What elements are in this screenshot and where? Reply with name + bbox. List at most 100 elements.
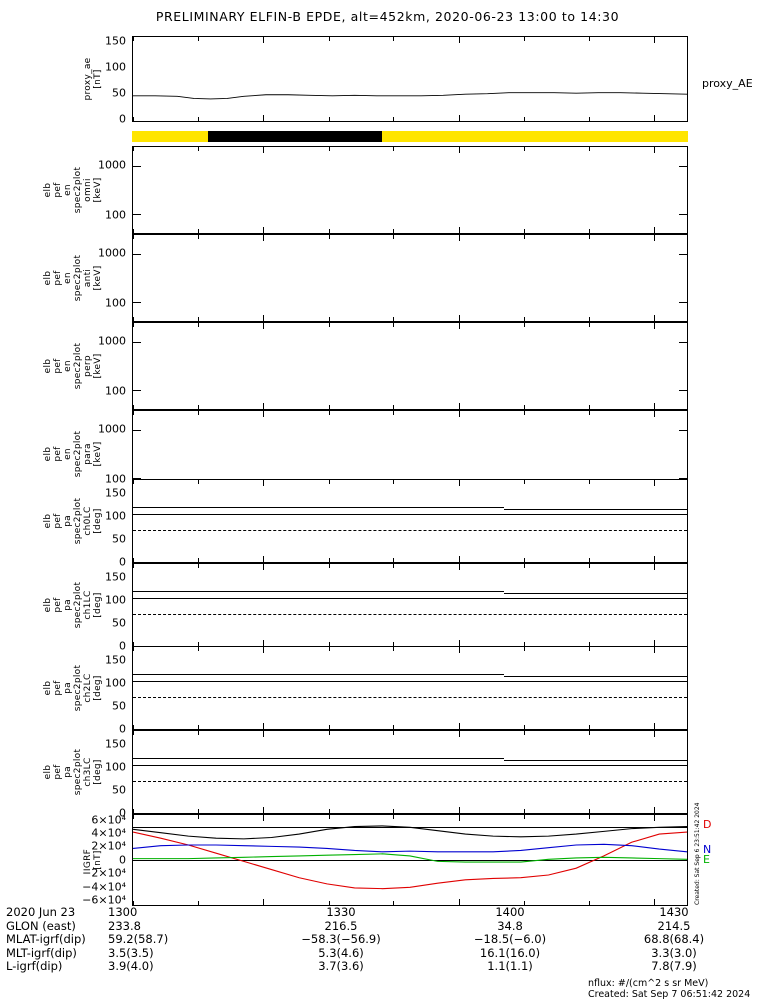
- line-step-mask: [504, 507, 687, 510]
- loss-cone-line-upper-step: [504, 759, 687, 761]
- axis-tick: [263, 899, 265, 905]
- axis-title-segment: [keV]: [93, 265, 103, 291]
- axis-tick: [589, 901, 591, 905]
- panel-pa-spec-ch0lc: [132, 479, 688, 563]
- axis-tick: [328, 323, 330, 327]
- axis-tick: [133, 558, 134, 562]
- axis-tick: [589, 411, 591, 415]
- loss-cone-line-dashed: [133, 781, 687, 783]
- axis-title-segment: [keV]: [93, 353, 103, 379]
- axis-tick: [133, 235, 134, 239]
- axis-title-segment: spec2plot: [73, 342, 83, 390]
- axis-tick: [654, 731, 656, 737]
- axis-tick-major: [133, 341, 141, 343]
- axis-tick: [133, 323, 134, 327]
- axis-tick: [263, 480, 265, 486]
- y-tick-label: 0: [119, 722, 126, 736]
- footer-row-label: 2020 Jun 23: [6, 905, 76, 919]
- axis-tick: [654, 899, 656, 905]
- footer-value: 214.5: [657, 918, 691, 933]
- panel-proxy-ae: [132, 36, 688, 122]
- axis-tick: [458, 37, 460, 43]
- axis-title-segment: en: [63, 184, 73, 196]
- axis-tick: [524, 323, 526, 327]
- axis-tick: [524, 647, 526, 651]
- axis-tick: [458, 640, 460, 646]
- y-tick-label: 100: [105, 296, 126, 310]
- axis-tick: [393, 558, 395, 562]
- panel-igrf: [132, 814, 688, 906]
- axis-tick: [458, 323, 460, 329]
- footer-row: MLT-igrf(dip) 3.5(3.5) 5.3(4.6) 16.1(16.0) 3…: [0, 945, 775, 961]
- legend-e-component: E: [703, 853, 710, 866]
- y-tick-label: 100: [105, 676, 126, 690]
- footer-row: GLON (east) 233.8 216.5 34.8 214.5: [0, 918, 775, 934]
- footer-value: 68.8(68.4): [643, 932, 705, 947]
- axis-tick: [654, 815, 656, 821]
- axis-tick-major: [679, 429, 687, 431]
- y-tick-label: 50: [112, 86, 126, 100]
- footer-row: 2020 Jun 23 1300 1330 1400 1430: [0, 905, 775, 920]
- axis-tick: [589, 564, 591, 568]
- axis-tick: [198, 901, 200, 905]
- axis-tick: [524, 564, 526, 568]
- axis-tick: [524, 815, 526, 819]
- axis-tick-major: [679, 253, 687, 255]
- axis-tick: [133, 809, 134, 813]
- footer-value: 3.7(3.6): [318, 959, 364, 974]
- series-layer: [133, 37, 687, 121]
- axis-tick: [524, 147, 526, 151]
- axis-tick: [393, 411, 395, 415]
- axis-tick-major: [679, 165, 687, 167]
- loss-cone-line-mid: [133, 680, 687, 682]
- axis-tick: [198, 558, 200, 562]
- y-tick-label: 150: [105, 653, 126, 667]
- axis-tick: [458, 411, 460, 417]
- y-tick-label: 100: [105, 472, 126, 486]
- loss-cone-line-upper-step: [504, 592, 687, 594]
- axis-tick: [654, 315, 656, 321]
- y-tick-label: 100: [105, 760, 126, 774]
- footer-value: 1400: [495, 905, 525, 919]
- footer-value: 34.8: [497, 918, 523, 933]
- axis-tick: [198, 647, 200, 651]
- line-step-mask: [504, 758, 687, 761]
- axis-tick: [589, 37, 591, 41]
- axis-tick: [263, 640, 265, 646]
- footer-value: 5.3(4.6): [318, 945, 364, 960]
- y-tick-label: 4×10⁴: [91, 826, 126, 840]
- axis-tick: [133, 725, 134, 729]
- axis-tick: [263, 815, 265, 821]
- y-tick-label: 100: [105, 60, 126, 74]
- axis-tick: [328, 317, 330, 321]
- axis-tick: [458, 807, 460, 813]
- axis-tick-major: [679, 302, 687, 304]
- axis-title-segment: anti: [83, 268, 93, 288]
- axis-tick: [198, 229, 200, 233]
- panel-pa-spec-ch2lc: [132, 646, 688, 730]
- axis-tick: [393, 323, 395, 327]
- axis-tick: [263, 115, 265, 121]
- axis-tick: [393, 564, 395, 568]
- y-tick-label: 0: [119, 112, 126, 126]
- axis-tick: [198, 117, 200, 121]
- axis-tick: [263, 556, 265, 562]
- loss-cone-line-mid: [133, 597, 687, 599]
- axis-tick: [458, 227, 460, 233]
- axis-tick: [263, 315, 265, 321]
- nflux-note: nflux: #/(cm^2 s sr MeV): [588, 978, 709, 989]
- y-tick-label: 150: [105, 737, 126, 751]
- axis-tick: [458, 564, 460, 570]
- footer-row-label: GLON (east): [6, 918, 76, 933]
- panel-en-spec-omni: [132, 146, 688, 234]
- y-tick-label: 100: [105, 208, 126, 222]
- axis-title-segment: perp: [83, 355, 93, 377]
- y-tick-label: −4×10⁴: [82, 880, 126, 894]
- axis-title-segment: spec2plot: [73, 254, 83, 302]
- loss-cone-line-upper-step: [504, 675, 687, 677]
- axis-tick: [328, 117, 330, 121]
- y-tick-label: 50: [112, 532, 126, 546]
- axis-tick: [524, 117, 526, 121]
- footer-row-label: MLT-igrf(dip): [6, 945, 77, 960]
